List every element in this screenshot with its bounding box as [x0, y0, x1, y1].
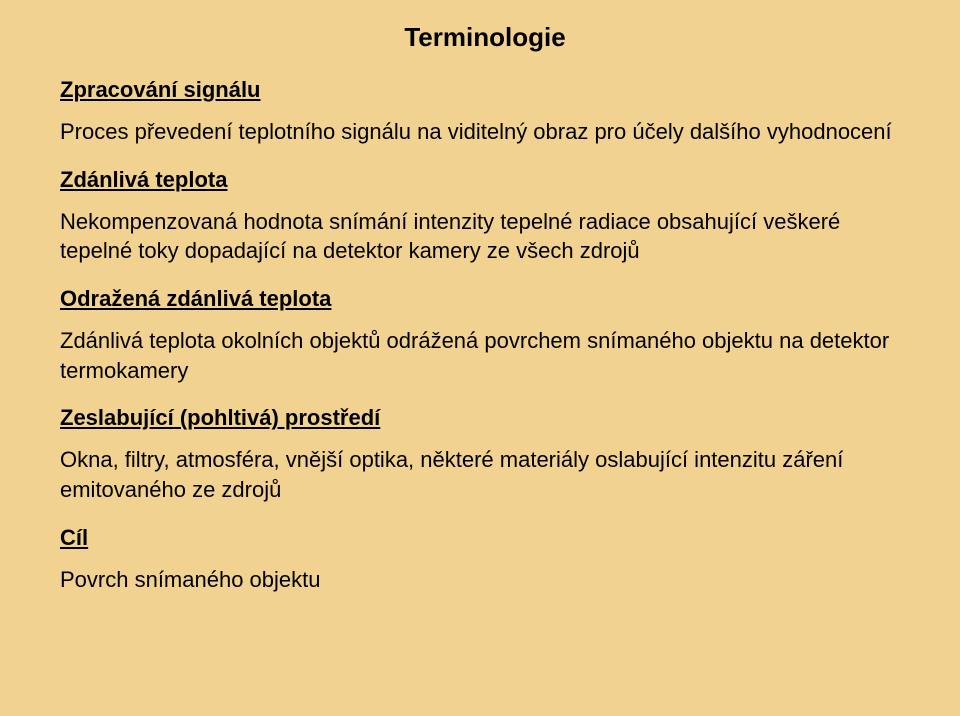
term-heading: Zpracování signálu [60, 77, 910, 103]
term-heading: Zeslabující (pohltivá) prostředí [60, 405, 910, 431]
term-definition: Zdánlivá teplota okolních objektů odráže… [60, 326, 910, 385]
term-heading: Cíl [60, 525, 910, 551]
term-heading: Zdánlivá teplota [60, 167, 910, 193]
term-heading: Odražená zdánlivá teplota [60, 286, 910, 312]
term-definition: Okna, filtry, atmosféra, vnější optika, … [60, 445, 910, 504]
term-definition: Povrch snímaného objektu [60, 565, 910, 595]
term-definition: Proces převedení teplotního signálu na v… [60, 117, 910, 147]
slide-content: Terminologie Zpracování signálu Proces p… [0, 0, 960, 625]
term-definition: Nekompenzovaná hodnota snímání intenzity… [60, 207, 910, 266]
slide-title: Terminologie [60, 22, 910, 53]
